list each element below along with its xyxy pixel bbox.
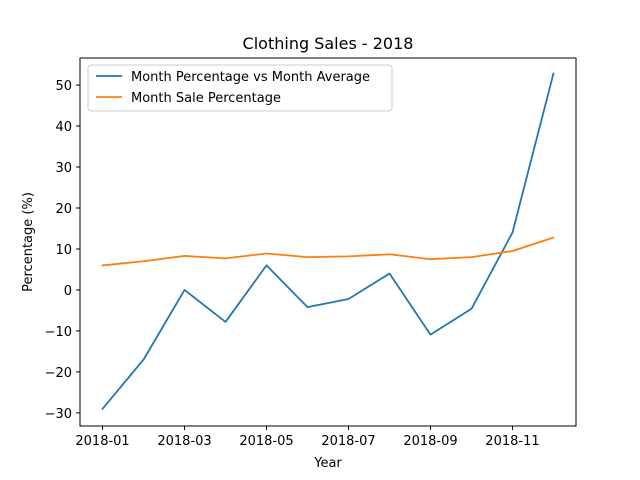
- series-lines: [101, 72, 555, 411]
- x-axis-label: Year: [313, 456, 342, 471]
- y-tick-label: 20: [55, 202, 72, 217]
- x-tick-label: 2018-07: [321, 434, 375, 449]
- x-tick-label: 2018-05: [239, 434, 293, 449]
- data-point-month-sale-percentage: [552, 236, 554, 238]
- data-point-month-sale-percentage: [224, 257, 226, 259]
- legend-label-month-sale-percentage: Month Sale Percentage: [131, 91, 281, 106]
- y-axis-ticks: −30 −20 −10 0 10 20 30 40 50: [45, 79, 80, 422]
- data-point-month-percentage-vs-month-average: [429, 333, 431, 335]
- data-point-month-sale-percentage: [429, 258, 431, 260]
- y-tick-label: −30: [45, 407, 72, 422]
- data-point-month-sale-percentage: [183, 255, 185, 257]
- data-point-month-percentage-vs-month-average: [552, 72, 554, 74]
- y-tick-label: 10: [55, 243, 72, 258]
- y-tick-label: 50: [55, 79, 72, 94]
- legend: Month Percentage vs Month Average Month S…: [87, 64, 393, 112]
- data-point-month-sale-percentage: [101, 264, 103, 266]
- data-point-month-sale-percentage: [347, 255, 349, 257]
- x-tick-label: 2018-09: [403, 434, 457, 449]
- data-point-month-sale-percentage: [388, 253, 390, 255]
- data-point-month-percentage-vs-month-average: [511, 231, 513, 233]
- data-point-month-percentage-vs-month-average: [224, 321, 226, 323]
- data-point-month-sale-percentage: [511, 250, 513, 252]
- data-point-month-percentage-vs-month-average: [101, 408, 103, 410]
- data-point-month-sale-percentage: [470, 256, 472, 258]
- y-axis-label: Percentage (%): [21, 192, 36, 292]
- data-point-month-sale-percentage: [265, 252, 267, 254]
- legend-box: [87, 64, 393, 112]
- data-point-month-percentage-vs-month-average: [183, 289, 185, 291]
- series-line-month-sale-percentage: [101, 236, 555, 267]
- x-tick-label: 2018-11: [485, 434, 539, 449]
- data-point-month-percentage-vs-month-average: [142, 358, 144, 360]
- series-line-month-percentage-vs-month-average: [101, 72, 555, 411]
- x-tick-label: 2018-03: [157, 434, 211, 449]
- data-point-month-percentage-vs-month-average: [306, 306, 308, 308]
- y-tick-label: −10: [45, 325, 72, 340]
- x-axis-ticks: 2018-01 2018-03 2018-05 2018-07 2018-09 2018-…: [75, 426, 540, 449]
- y-tick-label: −20: [45, 366, 72, 381]
- data-point-month-percentage-vs-month-average: [388, 272, 390, 274]
- legend-label-month-percentage-vs-month-average: Month Percentage vs Month Average: [131, 70, 370, 85]
- chart-title: Clothing Sales - 2018: [243, 34, 414, 53]
- data-point-month-percentage-vs-month-average: [265, 264, 267, 266]
- plot-area-frame: [79, 57, 577, 427]
- y-tick-label: 30: [55, 161, 72, 176]
- data-point-month-sale-percentage: [306, 256, 308, 258]
- x-tick-label: 2018-01: [75, 434, 129, 449]
- y-tick-label: 0: [64, 284, 72, 299]
- y-tick-label: 40: [55, 120, 72, 135]
- data-point-month-percentage-vs-month-average: [470, 308, 472, 310]
- data-point-month-percentage-vs-month-average: [347, 298, 349, 300]
- data-point-month-sale-percentage: [142, 260, 144, 262]
